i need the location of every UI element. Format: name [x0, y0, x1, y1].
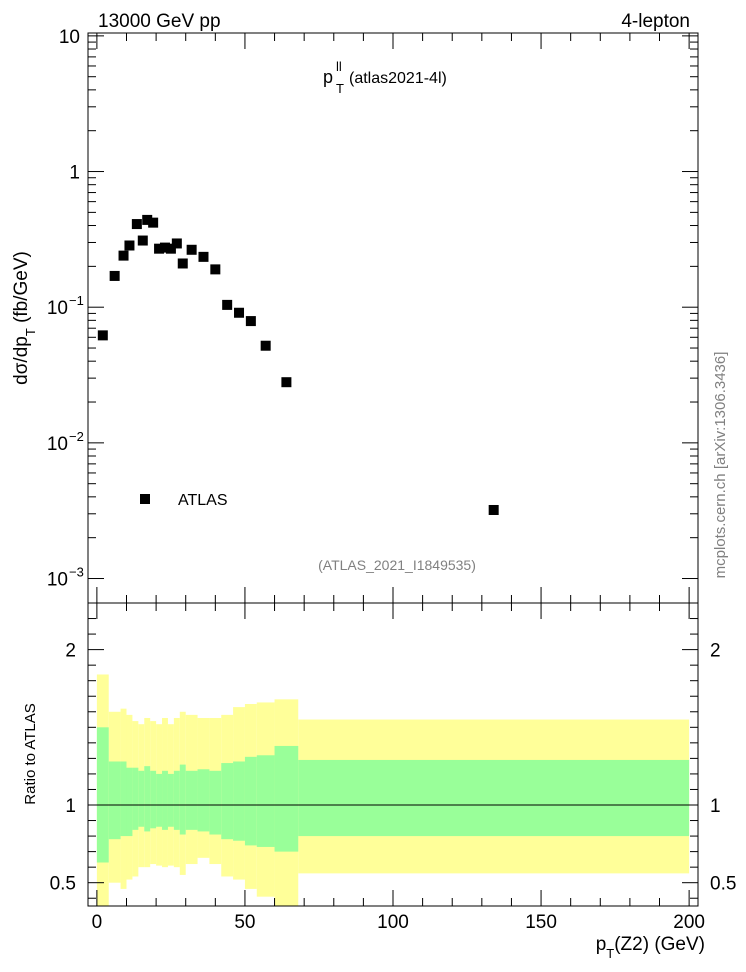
ratio-y-tick-label: 2 [65, 641, 76, 662]
inner-band-bin [298, 759, 690, 837]
ratio-y-tick-label-right: 2 [710, 641, 721, 662]
data-point [97, 330, 108, 341]
inner-band-bin [185, 770, 198, 830]
inner-band-bin [274, 745, 299, 852]
inner-band-bin [120, 761, 127, 837]
y-tick-label: 1 [69, 163, 80, 184]
inner-band-bin [173, 770, 180, 830]
channel-label: 4-lepton [621, 11, 690, 32]
inner-band-bin [179, 764, 186, 835]
ratio-frame [87, 602, 699, 907]
data-point [148, 217, 159, 228]
data-point [109, 270, 120, 281]
legend-marker [140, 494, 150, 504]
svg-text:pT(Z2) (GeV): pT(Z2) (GeV) [596, 934, 705, 961]
x-tick-label: 150 [525, 912, 557, 933]
inner-band-bin [156, 773, 163, 827]
x-label-main: p [596, 934, 607, 955]
inner-band-bin [233, 761, 245, 841]
data-point [159, 242, 170, 253]
inner-band-bin [138, 770, 145, 827]
x-tick-label: 50 [234, 912, 255, 933]
data-point [154, 243, 165, 254]
ratio-y-axis: 2 2 1 1 0.5 0.5 [50, 618, 736, 899]
x-tick-label: 0 [92, 912, 103, 933]
data-point [177, 258, 188, 269]
energy-label: 13000 GeV pp [98, 11, 221, 32]
x-tick-label: 200 [673, 912, 705, 933]
main-y-label: dσ/dpT (fb/GeV) [11, 251, 38, 385]
data-point [281, 377, 292, 388]
y-tick-label: 10 [47, 298, 68, 319]
inner-band-bin [244, 756, 257, 846]
data-point [137, 235, 148, 246]
inner-band-bin [197, 769, 210, 832]
plot-title-sub: T [336, 81, 344, 96]
data-point [245, 316, 256, 327]
data-point [222, 299, 233, 310]
ratio-y-label: Ratio to ATLAS [22, 703, 39, 804]
svg-text:dσ/dpT (fb/GeV): dσ/dpT (fb/GeV) [11, 251, 38, 385]
data-point [124, 240, 135, 251]
inner-band-bin [162, 770, 168, 830]
plot-title-main: p [323, 67, 333, 87]
x-tick-label: 100 [377, 912, 409, 933]
analysis-id: (ATLAS_2021_I1849535) [318, 557, 476, 573]
y-label-main: dσ/dp [11, 336, 32, 385]
x-axis-title: pT(Z2) (GeV) [596, 934, 705, 961]
x-label-sub: T [606, 946, 614, 961]
data-point [186, 244, 197, 255]
plot-title: p ll T (atlas2021-4l) [323, 59, 447, 96]
inner-band-bin [144, 766, 151, 832]
data-point [118, 250, 129, 261]
y-tick-exponent: −3 [69, 565, 84, 580]
y-tick-label: 10 [47, 570, 68, 591]
inner-band-bin [132, 767, 139, 830]
ratio-y-tick-label-right: 0.5 [710, 874, 736, 895]
ratio-y-tick-label: 0.5 [50, 874, 76, 895]
ratio-y-label-wrap: Ratio to ATLAS [22, 703, 39, 804]
ratio-y-tick-label-right: 1 [710, 796, 721, 817]
data-point [142, 214, 153, 225]
plot-title-sup: ll [336, 59, 342, 74]
data-point [234, 307, 245, 318]
data-point [210, 264, 221, 275]
data-point [488, 504, 499, 515]
data-point [131, 219, 142, 230]
ratio-panel: 2 2 1 1 0.5 0.5 0 50 100 150 200 [50, 602, 736, 933]
y-label-suffix: (fb/GeV) [11, 251, 32, 328]
side-credit: mcplots.cern.ch [arXiv:1306.3436] [712, 352, 729, 579]
inner-band-bin [108, 761, 121, 840]
ratio-y-tick-label: 1 [65, 796, 76, 817]
y-tick-exponent: −1 [69, 293, 84, 308]
data-point [198, 251, 209, 262]
legend: ATLAS [140, 492, 228, 509]
y-tick-label: 10 [59, 27, 80, 48]
data-points [97, 214, 499, 515]
y-label-sub: T [23, 328, 38, 336]
inner-band-bin [221, 763, 234, 840]
inner-band-bin [256, 755, 275, 847]
main-frame [87, 32, 699, 604]
plot-title-suffix: (atlas2021-4l) [349, 70, 447, 87]
uncertainty-bands [96, 674, 690, 906]
legend-label: ATLAS [178, 492, 228, 509]
inner-band-bin [209, 770, 222, 835]
inner-band-bin [126, 767, 133, 837]
inner-band-bin [96, 727, 109, 863]
data-point [171, 238, 182, 249]
x-label-suffix: (Z2) (GeV) [614, 934, 705, 955]
side-credit-wrap: mcplots.cern.ch [arXiv:1306.3436] [712, 352, 729, 579]
inner-band-bin [150, 770, 157, 829]
inner-band-bin [167, 773, 174, 827]
ratio-x-axis: 0 50 100 150 200 [92, 603, 705, 933]
main-x-axis [96, 33, 690, 603]
y-tick-exponent: −2 [69, 429, 84, 444]
data-point [260, 340, 271, 351]
data-point [165, 243, 176, 254]
y-tick-label: 10 [47, 434, 68, 455]
